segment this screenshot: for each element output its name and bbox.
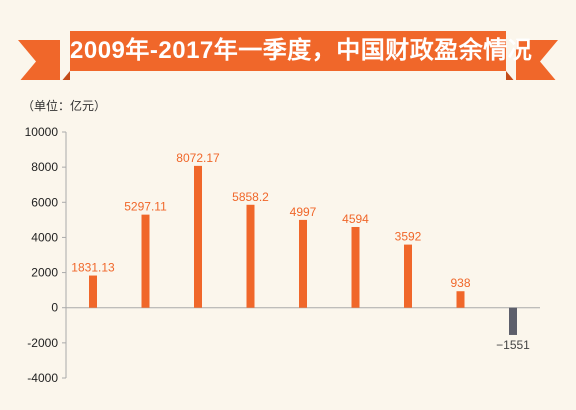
data-label: 4594	[342, 212, 369, 226]
banner-left-fold	[62, 71, 70, 80]
y-tick-label: -4000	[27, 371, 58, 385]
data-label: 1831.13	[71, 261, 115, 275]
y-tick-label: -2000	[27, 336, 58, 350]
bar	[141, 214, 150, 308]
bar	[404, 244, 412, 308]
bar	[456, 291, 465, 308]
y-tick-label: 10000	[25, 125, 59, 139]
y-tick-label: 0	[51, 301, 58, 315]
bar	[299, 219, 307, 308]
bar	[89, 275, 97, 308]
banner-right-tail	[516, 40, 558, 80]
data-label: 8072.17	[176, 151, 220, 165]
y-tick-label: 4000	[31, 230, 58, 244]
data-label: 938	[450, 276, 470, 290]
data-label: 5858.2	[232, 190, 269, 204]
y-tick-label: 2000	[31, 266, 58, 280]
data-label: 4997	[290, 205, 317, 219]
unit-label: （单位：亿元）	[22, 99, 107, 113]
data-label: 5297.11	[124, 200, 167, 214]
banner-main	[70, 31, 506, 71]
data-label: −1551	[496, 338, 530, 352]
bar	[246, 204, 255, 308]
y-tick-label: 8000	[31, 160, 58, 174]
bar	[351, 226, 360, 308]
banner-left-tail	[18, 40, 60, 80]
y-tick-label: 6000	[31, 195, 58, 209]
title-banner	[18, 31, 558, 80]
bar	[509, 307, 517, 335]
chart-title: 2009年-2017年一季度，中国财政盈余情况	[70, 37, 533, 64]
data-label: 3592	[395, 230, 422, 244]
bar	[194, 165, 202, 308]
banner-right-fold	[506, 71, 514, 80]
